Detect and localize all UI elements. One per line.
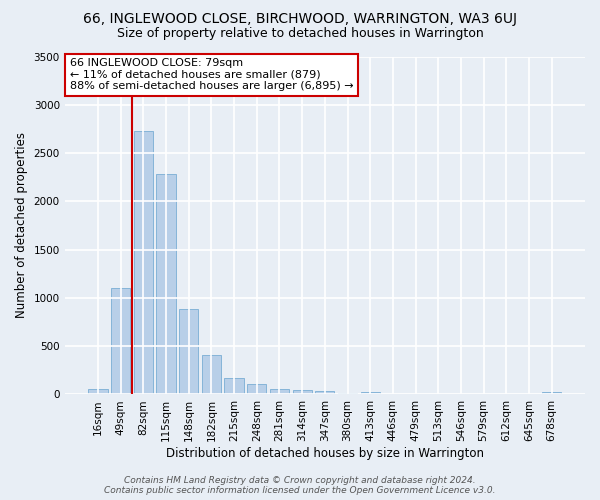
Bar — [157, 174, 176, 394]
Bar — [270, 388, 289, 394]
Bar — [179, 308, 199, 394]
Bar — [202, 355, 221, 395]
Text: 66, INGLEWOOD CLOSE, BIRCHWOOD, WARRINGTON, WA3 6UJ: 66, INGLEWOOD CLOSE, BIRCHWOOD, WARRINGT… — [83, 12, 517, 26]
Bar — [315, 391, 334, 394]
Bar — [247, 384, 266, 394]
Bar — [111, 288, 130, 395]
Bar — [293, 390, 312, 394]
Text: 66 INGLEWOOD CLOSE: 79sqm
← 11% of detached houses are smaller (879)
88% of semi: 66 INGLEWOOD CLOSE: 79sqm ← 11% of detac… — [70, 58, 353, 92]
Bar — [134, 131, 153, 394]
Text: Contains HM Land Registry data © Crown copyright and database right 2024.
Contai: Contains HM Land Registry data © Crown c… — [104, 476, 496, 495]
Bar — [88, 389, 107, 394]
Bar — [542, 392, 562, 394]
Y-axis label: Number of detached properties: Number of detached properties — [15, 132, 28, 318]
X-axis label: Distribution of detached houses by size in Warrington: Distribution of detached houses by size … — [166, 447, 484, 460]
Text: Size of property relative to detached houses in Warrington: Size of property relative to detached ho… — [116, 28, 484, 40]
Bar — [224, 378, 244, 394]
Bar — [361, 392, 380, 394]
Bar — [338, 392, 357, 394]
